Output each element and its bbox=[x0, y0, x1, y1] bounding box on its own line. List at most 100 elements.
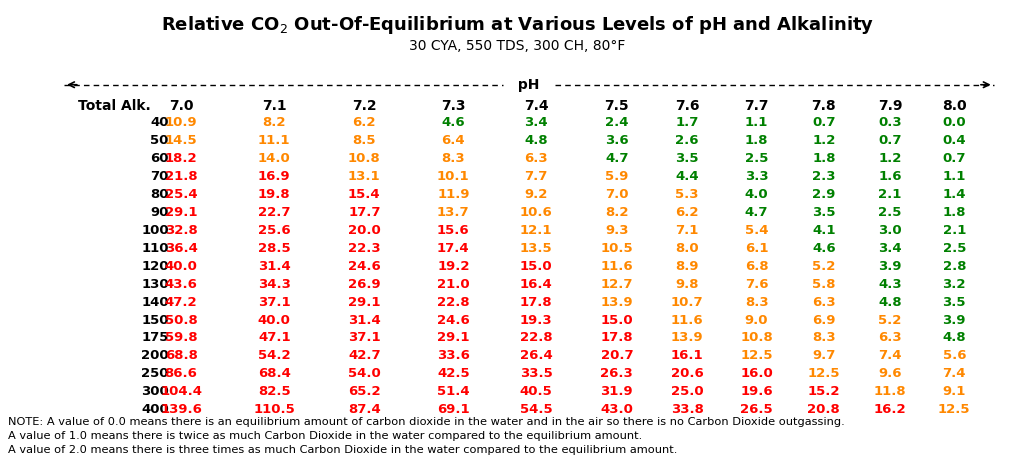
Text: 4.8: 4.8 bbox=[879, 295, 901, 309]
Text: 0.3: 0.3 bbox=[879, 116, 901, 129]
Text: 0.7: 0.7 bbox=[812, 116, 835, 129]
Text: 19.2: 19.2 bbox=[437, 260, 470, 273]
Text: 20.0: 20.0 bbox=[348, 224, 381, 237]
Text: 120: 120 bbox=[141, 260, 169, 273]
Text: 65.2: 65.2 bbox=[348, 385, 381, 398]
Text: 7.0: 7.0 bbox=[169, 99, 194, 113]
Text: 0.7: 0.7 bbox=[879, 134, 901, 147]
Text: 5.8: 5.8 bbox=[812, 278, 835, 291]
Text: 1.6: 1.6 bbox=[879, 170, 901, 183]
Text: 3.2: 3.2 bbox=[943, 278, 966, 291]
Text: 22.3: 22.3 bbox=[348, 242, 381, 255]
Text: 100: 100 bbox=[141, 224, 169, 237]
Text: 82.5: 82.5 bbox=[258, 385, 291, 398]
Text: 7.0: 7.0 bbox=[605, 188, 628, 201]
Text: 25.6: 25.6 bbox=[258, 224, 291, 237]
Text: 29.1: 29.1 bbox=[437, 332, 470, 344]
Text: 68.4: 68.4 bbox=[258, 367, 291, 381]
Text: 16.1: 16.1 bbox=[671, 350, 704, 363]
Text: 13.1: 13.1 bbox=[348, 170, 381, 183]
Text: 9.2: 9.2 bbox=[525, 188, 548, 201]
Text: 80: 80 bbox=[150, 188, 169, 201]
Text: 2.3: 2.3 bbox=[812, 170, 835, 183]
Text: 7.1: 7.1 bbox=[676, 224, 699, 237]
Text: 31.4: 31.4 bbox=[258, 260, 291, 273]
Text: 4.3: 4.3 bbox=[879, 278, 901, 291]
Text: 43.0: 43.0 bbox=[600, 403, 633, 416]
Text: 11.1: 11.1 bbox=[258, 134, 291, 147]
Text: 6.2: 6.2 bbox=[353, 116, 376, 129]
Text: 175: 175 bbox=[142, 332, 169, 344]
Text: 50.8: 50.8 bbox=[165, 313, 198, 326]
Text: 0.0: 0.0 bbox=[943, 116, 966, 129]
Text: 60: 60 bbox=[150, 152, 169, 165]
Text: 4.6: 4.6 bbox=[812, 242, 835, 255]
Text: 17.4: 17.4 bbox=[437, 242, 470, 255]
Text: 2.4: 2.4 bbox=[605, 116, 628, 129]
Text: 26.9: 26.9 bbox=[348, 278, 381, 291]
Text: 8.5: 8.5 bbox=[353, 134, 376, 147]
Text: 13.9: 13.9 bbox=[671, 332, 704, 344]
Text: 2.9: 2.9 bbox=[812, 188, 835, 201]
Text: pH: pH bbox=[513, 78, 544, 92]
Text: 17.8: 17.8 bbox=[600, 332, 633, 344]
Text: 1.8: 1.8 bbox=[745, 134, 768, 147]
Text: 2.1: 2.1 bbox=[943, 224, 966, 237]
Text: 5.9: 5.9 bbox=[605, 170, 628, 183]
Text: 20.7: 20.7 bbox=[600, 350, 633, 363]
Text: 21.0: 21.0 bbox=[437, 278, 470, 291]
Text: 0.4: 0.4 bbox=[943, 134, 966, 147]
Text: 33.8: 33.8 bbox=[671, 403, 704, 416]
Text: 10.7: 10.7 bbox=[671, 295, 704, 309]
Text: 5.2: 5.2 bbox=[812, 260, 835, 273]
Text: 29.1: 29.1 bbox=[348, 295, 381, 309]
Text: 110: 110 bbox=[141, 242, 169, 255]
Text: 68.8: 68.8 bbox=[165, 350, 198, 363]
Text: 16.0: 16.0 bbox=[740, 367, 773, 381]
Text: 4.7: 4.7 bbox=[605, 152, 628, 165]
Text: 0.7: 0.7 bbox=[943, 152, 966, 165]
Text: 34.3: 34.3 bbox=[258, 278, 291, 291]
Text: 16.4: 16.4 bbox=[520, 278, 553, 291]
Text: 36.4: 36.4 bbox=[165, 242, 198, 255]
Text: 33.5: 33.5 bbox=[520, 367, 553, 381]
Text: 11.6: 11.6 bbox=[600, 260, 633, 273]
Text: A value of 1.0 means there is twice as much Carbon Dioxide in the water compared: A value of 1.0 means there is twice as m… bbox=[8, 431, 643, 441]
Text: 10.8: 10.8 bbox=[348, 152, 381, 165]
Text: 17.8: 17.8 bbox=[520, 295, 553, 309]
Text: 6.9: 6.9 bbox=[812, 313, 835, 326]
Text: 47.2: 47.2 bbox=[165, 295, 198, 309]
Text: 11.8: 11.8 bbox=[874, 385, 907, 398]
Text: 2.5: 2.5 bbox=[879, 206, 901, 219]
Text: 6.8: 6.8 bbox=[745, 260, 768, 273]
Text: 110.5: 110.5 bbox=[254, 403, 295, 416]
Text: 12.7: 12.7 bbox=[600, 278, 633, 291]
Text: 6.2: 6.2 bbox=[676, 206, 699, 219]
Text: 32.8: 32.8 bbox=[165, 224, 198, 237]
Text: 7.1: 7.1 bbox=[262, 99, 287, 113]
Text: 70: 70 bbox=[150, 170, 169, 183]
Text: NOTE: A value of 0.0 means there is an equilibrium amount of carbon dioxide in t: NOTE: A value of 0.0 means there is an e… bbox=[8, 417, 845, 427]
Text: 10.6: 10.6 bbox=[520, 206, 553, 219]
Text: 3.3: 3.3 bbox=[745, 170, 768, 183]
Text: 16.2: 16.2 bbox=[874, 403, 907, 416]
Text: 8.0: 8.0 bbox=[676, 242, 699, 255]
Text: 17.7: 17.7 bbox=[348, 206, 381, 219]
Text: 1.1: 1.1 bbox=[943, 170, 966, 183]
Text: 8.2: 8.2 bbox=[605, 206, 628, 219]
Text: 24.6: 24.6 bbox=[437, 313, 470, 326]
Text: 7.5: 7.5 bbox=[604, 99, 629, 113]
Text: 2.5: 2.5 bbox=[745, 152, 768, 165]
Text: 26.5: 26.5 bbox=[740, 403, 773, 416]
Text: 9.0: 9.0 bbox=[745, 313, 768, 326]
Text: 22.7: 22.7 bbox=[258, 206, 291, 219]
Text: 7.7: 7.7 bbox=[744, 99, 769, 113]
Text: 2.5: 2.5 bbox=[943, 242, 966, 255]
Text: 3.4: 3.4 bbox=[525, 116, 548, 129]
Text: 4.6: 4.6 bbox=[442, 116, 465, 129]
Text: 2.6: 2.6 bbox=[676, 134, 699, 147]
Text: 21.8: 21.8 bbox=[165, 170, 198, 183]
Text: 22.8: 22.8 bbox=[437, 295, 470, 309]
Text: 4.0: 4.0 bbox=[745, 188, 768, 201]
Text: 4.7: 4.7 bbox=[745, 206, 768, 219]
